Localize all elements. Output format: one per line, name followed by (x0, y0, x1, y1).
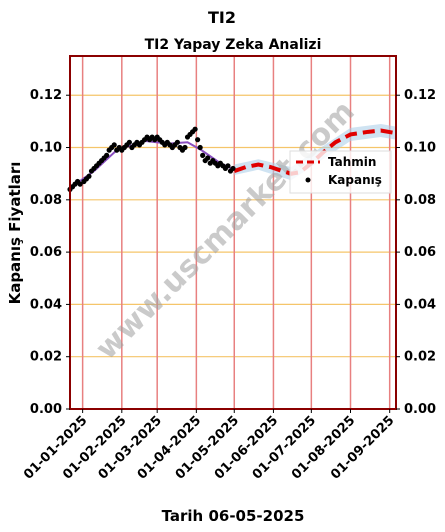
legend-forecast-label: Tahmin (328, 155, 376, 169)
closing-point (225, 163, 231, 169)
y-tick-label: 0.04 (404, 297, 436, 312)
x-axis-label: Tarih 06-05-2025 (162, 507, 305, 525)
legend-box (289, 150, 392, 194)
legend-closing-label: Kapanış (328, 173, 382, 187)
y-tick-label: 0.12 (30, 88, 62, 103)
legend: Tahmin Kapanış (289, 150, 392, 194)
closing-point (77, 181, 83, 187)
legend-closing-swatch (305, 177, 311, 183)
closing-point (86, 173, 92, 179)
closing-point (126, 139, 132, 145)
closing-point (205, 155, 211, 161)
closing-point (104, 152, 110, 158)
watermark: www.uscmarket.com (89, 94, 362, 367)
y-tick-label: 0.06 (30, 245, 62, 260)
grid (70, 56, 396, 409)
closing-point (182, 144, 188, 151)
y-tick-label: 0.02 (30, 350, 62, 365)
y-tick-label: 0.12 (404, 88, 436, 103)
y-tick-label: 0.04 (30, 297, 62, 312)
closing-series (67, 126, 236, 192)
y-tick-label: 0.00 (30, 402, 62, 417)
closing-point (197, 144, 203, 151)
closing-point (111, 142, 117, 148)
y-axis-right: 0.00 0.02 0.04 0.06 0.08 0.10 0.12 (396, 88, 436, 417)
y-tick-label: 0.10 (404, 141, 436, 156)
y-tick-label: 0.02 (404, 350, 436, 365)
y-tick-label: 0.06 (404, 245, 436, 260)
closing-point (200, 152, 206, 158)
closing-point (174, 139, 181, 145)
plot-frame (69, 55, 397, 410)
x-axis: 01-01-202501-02-202501-03-202501-04-2025… (21, 409, 398, 483)
closing-point (230, 165, 236, 172)
y-tick-label: 0.08 (30, 193, 62, 208)
closing-point (195, 137, 201, 143)
y-axis-left: 0.00 0.02 0.04 0.06 0.08 0.10 0.12 (30, 88, 70, 417)
chart-title: TI2 (208, 8, 236, 27)
watermark-text: www.uscmarket.com (89, 94, 362, 367)
y-tick-label: 0.08 (404, 193, 436, 208)
y-tick-label: 0.10 (30, 141, 62, 156)
y-tick-label: 0.00 (404, 402, 436, 417)
closing-point (192, 126, 198, 132)
chart-subtitle: TI2 Yapay Zeka Analizi (145, 37, 322, 53)
y-axis-label: Kapanış Fiyatları (6, 162, 24, 305)
